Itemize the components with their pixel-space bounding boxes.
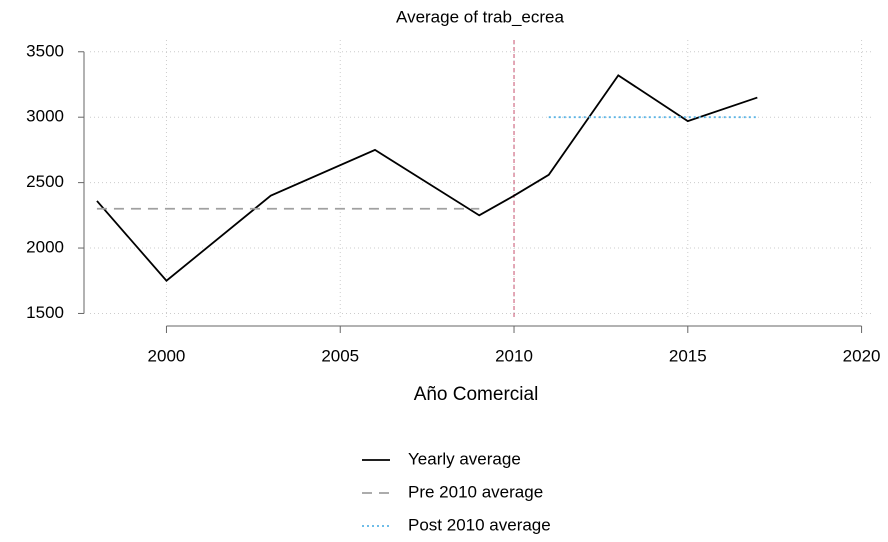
x-tick-label: 2015 (669, 346, 707, 365)
series-line (96, 74, 758, 282)
chart-title: Average of trab_ecrea (396, 7, 564, 26)
x-tick-label: 2005 (321, 346, 359, 365)
y-tick-label: 3000 (26, 107, 64, 126)
y-tick-label: 2500 (26, 172, 64, 191)
x-tick-label: 2000 (148, 346, 186, 365)
y-tick-label: 2000 (26, 238, 64, 257)
x-axis-title: Año Comercial (414, 384, 539, 405)
legend-label: Yearly average (408, 449, 521, 468)
legend-label: Post 2010 average (408, 515, 551, 534)
legend-label: Pre 2010 average (408, 482, 543, 501)
y-tick-label: 1500 (26, 303, 64, 322)
y-tick-label: 3500 (26, 41, 64, 60)
x-tick-label: 2020 (843, 346, 881, 365)
x-tick-label: 2010 (495, 346, 533, 365)
